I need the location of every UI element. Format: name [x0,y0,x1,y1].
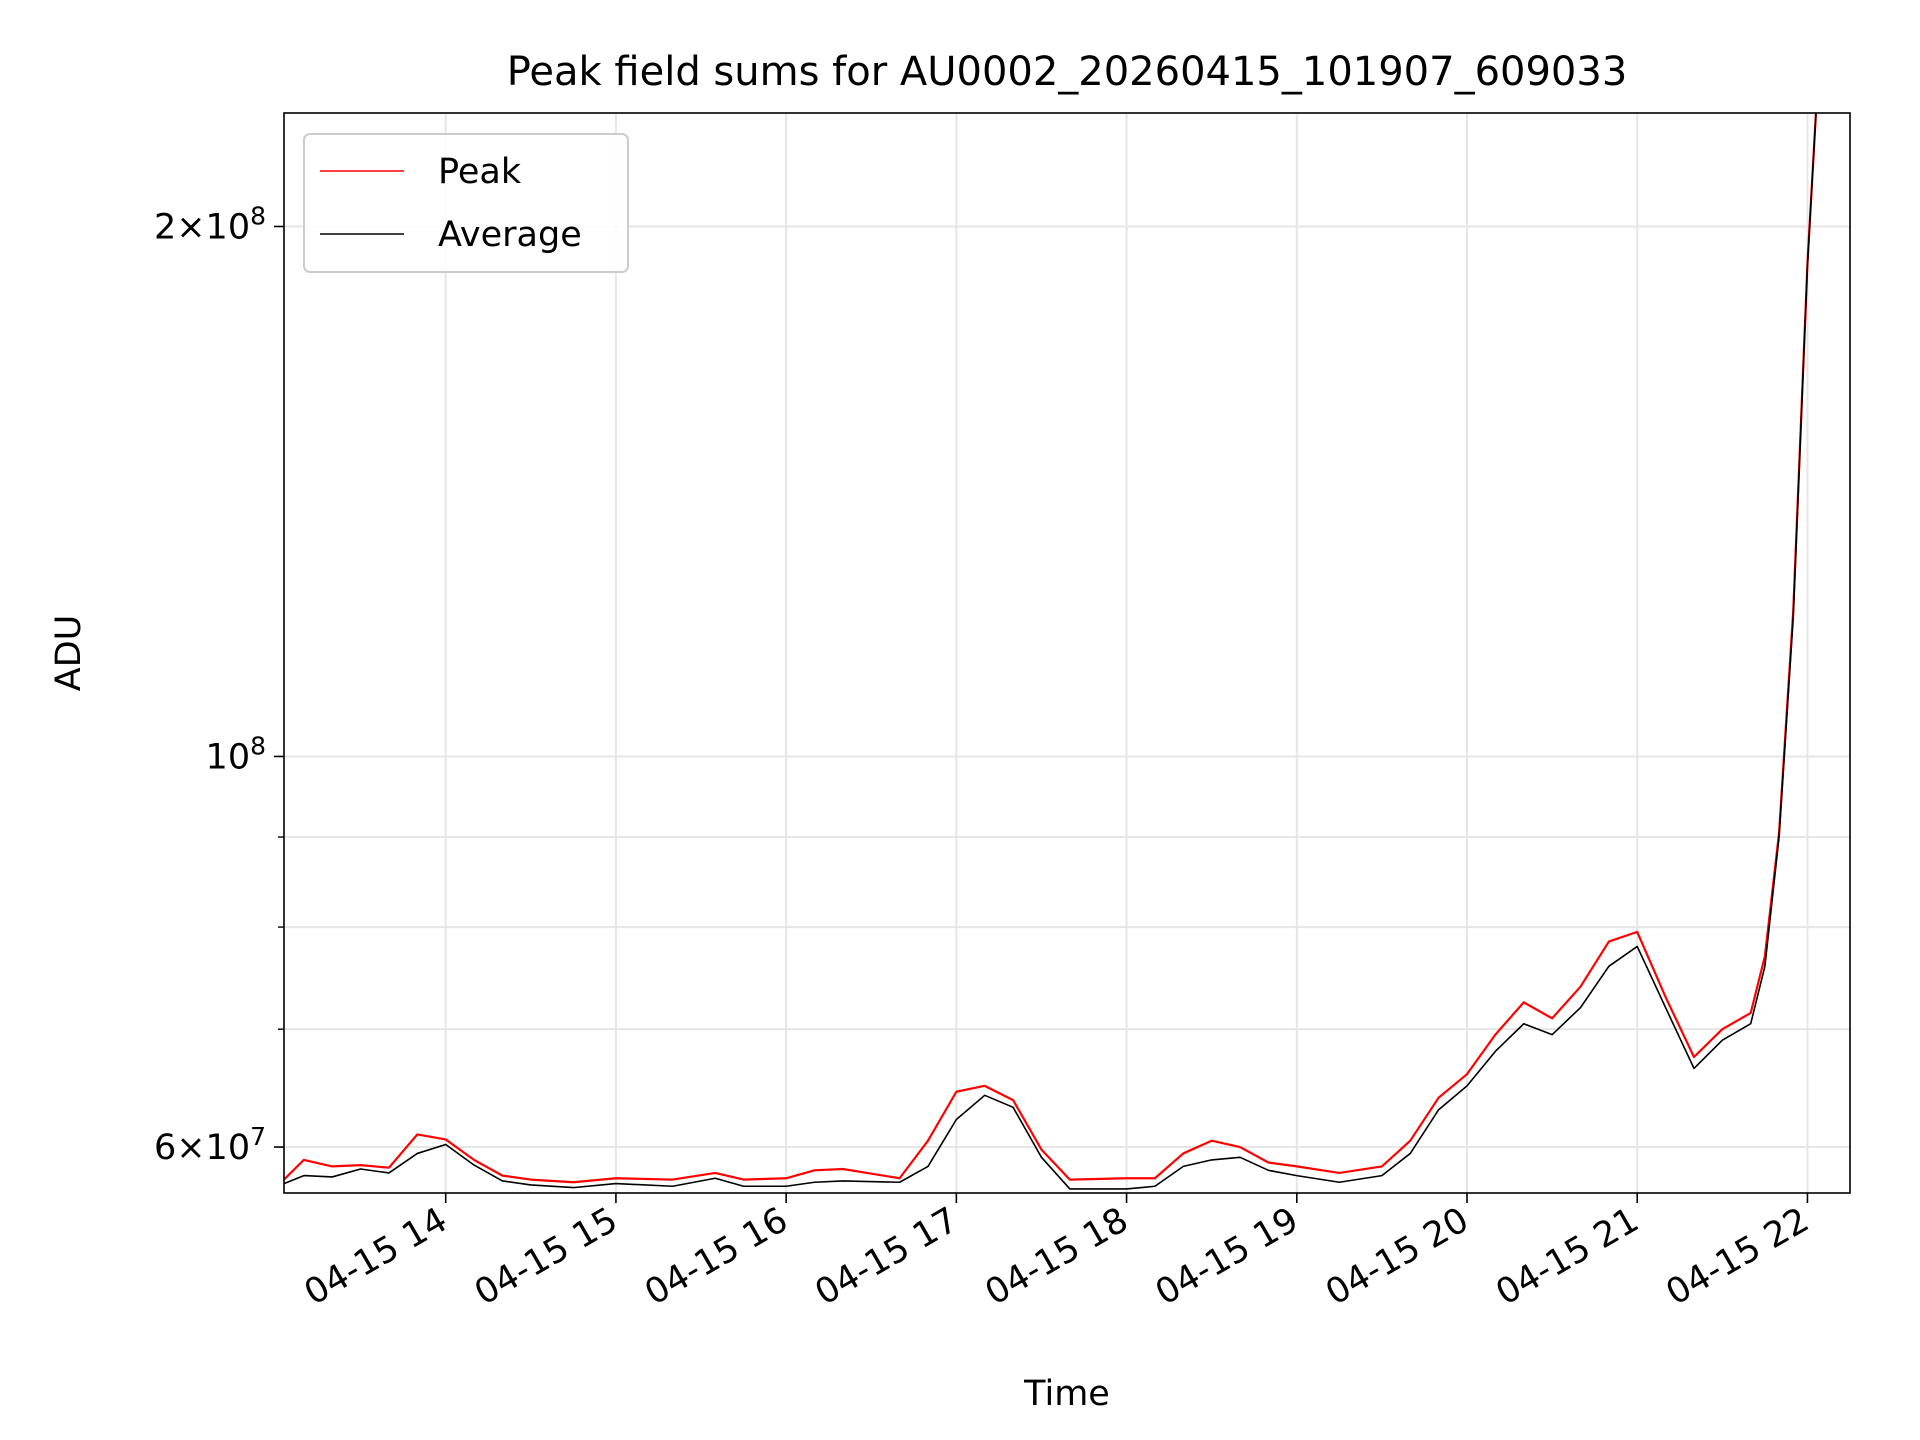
series-layer [284,113,1818,1190]
legend-label-average: Average [438,215,582,255]
plot-frame [283,112,1851,1194]
y-axis-ticks: 6×107 108 2×108 [154,201,284,1168]
legend-label-peak: Peak [438,152,522,192]
grid-layer [284,113,1850,1193]
legend: Peak Average [303,133,629,273]
x-axis-label: Time [1023,1374,1110,1414]
y-tick-label: 2×108 [154,201,266,247]
y-axis-label: ADU [49,615,89,692]
series-line-average [284,113,1817,1190]
series-line-peak [284,113,1818,1184]
legend-box [303,133,629,273]
y-tick-label: 6×107 [154,1122,266,1168]
chart-title: Peak field sums for AU0002_20260415_1019… [507,49,1628,95]
y-tick-label: 108 [206,731,266,777]
